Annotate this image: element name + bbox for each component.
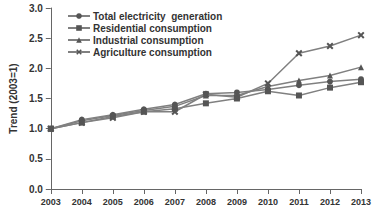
svg-text:2008: 2008: [196, 197, 216, 207]
svg-text:Residential consumption: Residential consumption: [93, 23, 212, 34]
svg-text:Total electricity generation: Total electricity generation: [93, 11, 222, 22]
svg-text:0.0: 0.0: [29, 184, 43, 195]
svg-text:2012: 2012: [320, 197, 340, 207]
svg-text:2007: 2007: [165, 197, 185, 207]
svg-text:0.5: 0.5: [29, 153, 43, 164]
svg-text:Agriculture consumption: Agriculture consumption: [93, 47, 212, 58]
svg-text:3.0: 3.0: [29, 3, 43, 14]
svg-text:2009: 2009: [227, 197, 247, 207]
svg-text:2006: 2006: [134, 197, 154, 207]
svg-text:Industrial consumption: Industrial consumption: [93, 35, 204, 46]
svg-text:Trend (2003=1): Trend (2003=1): [8, 63, 19, 133]
svg-text:2013: 2013: [351, 197, 371, 207]
svg-text:2010: 2010: [258, 197, 278, 207]
svg-text:1.5: 1.5: [29, 93, 43, 104]
svg-text:2005: 2005: [103, 197, 123, 207]
svg-text:2011: 2011: [289, 197, 309, 207]
svg-text:2004: 2004: [72, 197, 92, 207]
svg-text:1.0: 1.0: [29, 123, 43, 134]
svg-text:2.0: 2.0: [29, 63, 43, 74]
svg-text:2.5: 2.5: [29, 33, 43, 44]
svg-text:2003: 2003: [41, 197, 61, 207]
